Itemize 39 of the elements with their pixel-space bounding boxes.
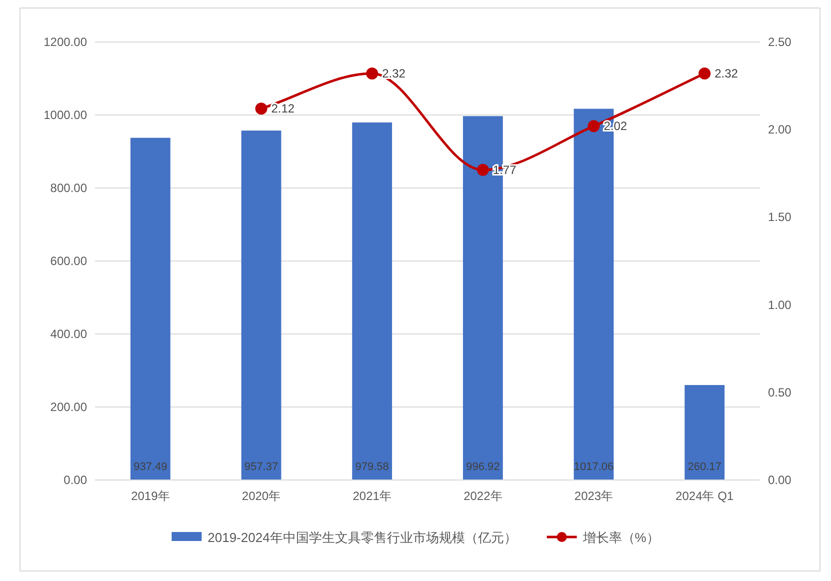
y-tick-label: 400.00 xyxy=(50,327,88,341)
data-label: 1017.06 xyxy=(574,461,614,473)
legend-label: 2019-2024年中国学生文具零售行业市场规模（亿元） xyxy=(208,530,517,545)
data-label: 2.12 xyxy=(271,102,295,116)
data-label: 957.37 xyxy=(244,461,278,473)
y2-tick-label: 0.50 xyxy=(768,385,792,400)
point xyxy=(476,164,489,176)
x-tick-label: 2020年 xyxy=(242,489,281,503)
y2-tick-label: 1.50 xyxy=(768,210,792,224)
x-tick-label: 2021年 xyxy=(352,489,392,503)
x-tick-label: 2019年 xyxy=(131,489,170,503)
y2-tick-label: 0.00 xyxy=(768,473,792,487)
y-tick-label: 1200.00 xyxy=(44,35,88,49)
x-tick-label: 2022年 xyxy=(464,489,502,503)
x-tick-label: 2023年 xyxy=(574,489,614,503)
y2-tick-label: 2.50 xyxy=(768,35,792,49)
data-label: 2.32 xyxy=(714,66,738,81)
y2-tick-label: 1.00 xyxy=(768,298,792,312)
bar xyxy=(241,130,282,480)
y-tick-label: 1000.00 xyxy=(44,108,88,122)
point xyxy=(366,68,378,80)
x-tick-label: 2024年 Q1 xyxy=(676,489,734,503)
data-label: 2.32 xyxy=(382,66,406,81)
bar xyxy=(352,122,392,480)
data-label: 260.17 xyxy=(688,461,722,473)
y2-tick-label: 2.00 xyxy=(768,122,792,137)
y-tick-label: 800.00 xyxy=(50,181,88,195)
y-tick-label: 600.00 xyxy=(50,254,88,268)
bar xyxy=(684,385,725,480)
legend-label: 增长率（%） xyxy=(582,530,660,545)
data-label: 996.92 xyxy=(466,461,500,473)
y-tick-label: 200.00 xyxy=(50,400,88,414)
data-label: 937.49 xyxy=(134,461,168,473)
point xyxy=(588,120,600,132)
data-label: 979.58 xyxy=(355,461,389,473)
point xyxy=(255,102,268,115)
bar xyxy=(130,138,170,480)
y-tick-label: 0.00 xyxy=(64,473,88,487)
point xyxy=(698,68,711,80)
